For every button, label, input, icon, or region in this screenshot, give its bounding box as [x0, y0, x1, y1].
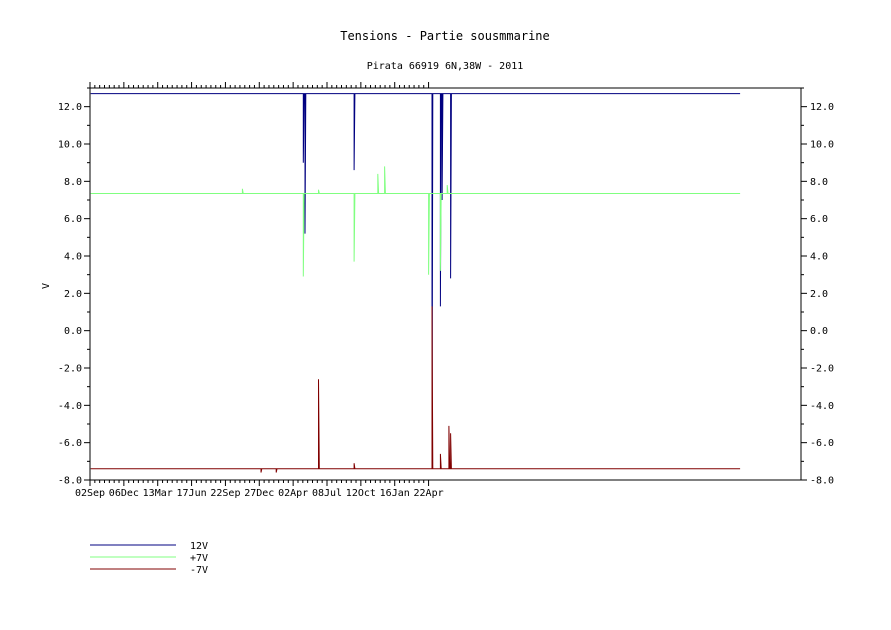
legend-label: -7V	[190, 565, 208, 576]
legend-label: +7V	[190, 553, 208, 564]
chart-subtitle: Pirata 66919 6N,38W - 2011	[367, 61, 524, 72]
x-tick-label: 02Apr	[278, 488, 308, 499]
x-tick-label: 27Dec	[244, 488, 274, 499]
y-tick-label-left: 2.0	[64, 289, 82, 300]
x-tick-label: 08Jul	[312, 488, 342, 499]
y-tick-label-right: -2.0	[810, 364, 834, 375]
y-tick-label-left: 8.0	[64, 177, 82, 188]
y-tick-label-left: -8.0	[58, 476, 82, 487]
plot-frame	[89, 87, 802, 481]
y-tick-label-left: 6.0	[64, 214, 82, 225]
plot-axes: 02Sep 06Dec 13Mar 17Jun 22Sep 27Dec 02Apr 08Jul…	[58, 82, 834, 499]
y-tick-label-left: 0.0	[64, 326, 82, 337]
x-tick-label: 06Dec	[109, 488, 139, 499]
x-tick-label: 16Jan	[380, 488, 410, 499]
series-line-2	[90, 166, 741, 277]
y-tick-label-right: 4.0	[810, 252, 828, 263]
x-tick-label: 22Apr	[414, 488, 444, 499]
y-tick-label-right: -8.0	[810, 476, 834, 487]
y-tick-label-right: 10.0	[810, 140, 834, 151]
x-tick-label: 13Mar	[143, 488, 173, 499]
legend-label: 12V	[190, 541, 208, 552]
x-tick-label: 12Oct	[346, 488, 376, 499]
x-tick-label: 17Jun	[177, 488, 207, 499]
y-tick-label-left: -6.0	[58, 438, 82, 449]
y-tick-label-left: 10.0	[58, 140, 82, 151]
x-tick-label: 22Sep	[210, 488, 240, 499]
legend: 12V+7V-7V	[90, 541, 208, 576]
y-tick-label-left: -4.0	[58, 401, 82, 412]
y-tick-label-right: 0.0	[810, 326, 828, 337]
y-tick-label-right: -4.0	[810, 401, 834, 412]
y-tick-label-left: -2.0	[58, 364, 82, 375]
series-line-3	[90, 306, 741, 473]
y-tick-label-left: 12.0	[58, 102, 82, 113]
y-tick-label-right: 2.0	[810, 289, 828, 300]
series-line-1	[90, 93, 741, 469]
x-tick-label: 02Sep	[75, 488, 105, 499]
y-tick-label-left: 4.0	[64, 252, 82, 263]
chart-title: Tensions - Partie sousmmarine	[340, 29, 550, 43]
y-axis-label: V	[41, 283, 52, 289]
y-tick-label-right: 12.0	[810, 102, 834, 113]
y-tick-label-right: 6.0	[810, 214, 828, 225]
y-tick-label-right: 8.0	[810, 177, 828, 188]
plot-series	[90, 93, 741, 473]
y-tick-label-right: -6.0	[810, 438, 834, 449]
